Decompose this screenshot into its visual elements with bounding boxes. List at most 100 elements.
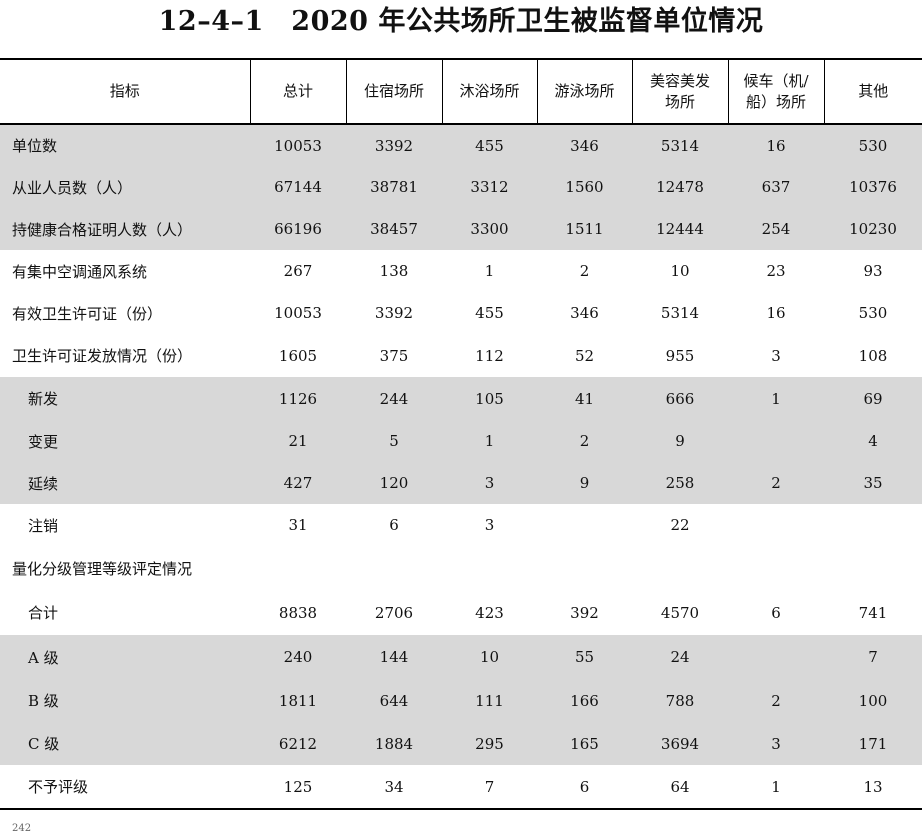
table-cell: 3	[442, 462, 537, 504]
table-cell: 3300	[442, 208, 537, 250]
table-cell	[824, 504, 922, 546]
table-cell: 2706	[374, 603, 414, 622]
table-cell: 2	[579, 262, 590, 280]
table-cell: 120	[346, 462, 442, 504]
table-cell: 1560	[537, 166, 632, 208]
table-row: 变更 21 5 1 2 9 4	[0, 420, 922, 462]
row-label: 有集中空调通风系统	[12, 262, 148, 281]
table-cell: 1	[484, 262, 495, 280]
table-cell: 10	[442, 635, 537, 679]
table-cell: 2	[728, 679, 824, 722]
table-cell: 171	[824, 722, 922, 765]
table-cell: 7	[824, 635, 922, 679]
table-cell: 3	[771, 346, 781, 365]
table-cell: 3	[728, 722, 824, 765]
row-label: 卫生许可证发放情况（份）	[12, 347, 193, 365]
table-row: 有集中空调通风系统 267 138 1 2 10 23 93	[0, 250, 922, 292]
table-cell: 100	[824, 679, 922, 722]
table-cell: 23	[766, 262, 786, 280]
table-cell: 125	[250, 765, 346, 810]
col-header-waiting: 候车（机/ 船）场所	[727, 58, 824, 125]
table-cell: 38781	[346, 166, 442, 208]
table-cell: 4	[824, 420, 922, 462]
col-header-lodging: 住宿场所	[345, 58, 442, 125]
table-cell: 955	[665, 346, 695, 365]
table-cell	[728, 546, 824, 590]
table-cell: 41	[537, 377, 632, 420]
table-cell: 138	[379, 262, 409, 280]
table-cell: 144	[346, 635, 442, 679]
table-row: 单位数 10053 3392 455 346 5314 16 530	[0, 124, 922, 166]
table-cell: 3312	[442, 166, 537, 208]
table-cell: 7	[442, 765, 537, 810]
table-row: 新发 1126 244 105 41 666 1 69	[0, 377, 922, 420]
page-title: 12–4–1 2020 年公共场所卫生被监督单位情况	[158, 6, 764, 37]
data-table: 指标 总计 住宿场所 沐浴场所 游泳场所 美容美发 场所 候车（机/ 船）场所 …	[0, 58, 922, 810]
table-row: 从业人员数（人） 67144 38781 3312 1560 12478 637 10376	[0, 166, 922, 208]
table-cell: 392	[570, 603, 599, 622]
table-cell: 244	[346, 377, 442, 420]
table-cell: 2	[728, 462, 824, 504]
table-row: 注销 31 6 3 22	[0, 504, 922, 546]
row-label: 不予评级	[0, 765, 250, 810]
row-label: 新发	[0, 377, 250, 420]
row-label: 持健康合格证明人数（人）	[0, 208, 250, 250]
page-number: 242	[12, 823, 32, 834]
table-cell	[346, 546, 442, 590]
table-cell: 423	[475, 603, 504, 622]
table-cell: 346	[570, 304, 599, 322]
row-label: 合计	[28, 604, 59, 622]
table-cell: 644	[346, 679, 442, 722]
table-cell: 3392	[374, 304, 414, 322]
table-cell: 295	[442, 722, 537, 765]
table-cell: 9	[632, 420, 728, 462]
table-cell: 3	[484, 516, 495, 534]
table-cell	[632, 546, 728, 590]
table-cell	[728, 504, 824, 546]
table-cell: 3392	[346, 124, 442, 166]
table-cell: 38457	[346, 208, 442, 250]
table-cell: 2	[537, 420, 632, 462]
table-cell: 6	[389, 516, 399, 534]
table-cell: 6	[771, 603, 781, 622]
table-row: 不予评级 125 34 7 6 64 1 13	[0, 765, 922, 810]
row-label: A 级	[0, 635, 250, 679]
table-cell: 10376	[824, 166, 922, 208]
table-row: 延续 427 120 3 9 258 2 35	[0, 462, 922, 504]
table-cell: 10230	[824, 208, 922, 250]
table-cell: 64	[632, 765, 728, 810]
table-cell: 21	[250, 420, 346, 462]
table-cell: 267	[283, 262, 313, 280]
table-cell: 35	[824, 462, 922, 504]
table-cell: 66196	[250, 208, 346, 250]
table-cell: 12444	[632, 208, 728, 250]
table-cell: 13	[824, 765, 922, 810]
table-cell	[728, 635, 824, 679]
row-label: 从业人员数（人）	[0, 166, 250, 208]
row-label: 延续	[0, 462, 250, 504]
table-cell: 31	[288, 516, 308, 534]
table-cell: 165	[537, 722, 632, 765]
table-cell	[537, 504, 632, 546]
table-cell: 6	[537, 765, 632, 810]
col-header-total: 总计	[249, 58, 346, 125]
table-cell: 10053	[274, 304, 322, 322]
table-cell: 22	[670, 516, 690, 534]
table-cell	[728, 420, 824, 462]
table-row: A 级 240 144 10 55 24 7	[0, 635, 922, 679]
col-header-bathing: 沐浴场所	[441, 58, 537, 125]
table-cell: 8838	[278, 603, 318, 622]
table-cell	[250, 546, 346, 590]
table-cell: 5314	[632, 124, 728, 166]
table-cell: 10053	[250, 124, 346, 166]
table-cell: 16	[766, 304, 786, 322]
table-cell: 111	[442, 679, 537, 722]
table-cell: 112	[475, 346, 504, 365]
table-cell: 105	[442, 377, 537, 420]
row-label: 注销	[28, 516, 59, 535]
row-label: 变更	[0, 420, 250, 462]
table-cell: 1511	[537, 208, 632, 250]
table-cell: 69	[824, 377, 922, 420]
table-cell: 4570	[660, 603, 700, 622]
table-cell: 1	[728, 377, 824, 420]
